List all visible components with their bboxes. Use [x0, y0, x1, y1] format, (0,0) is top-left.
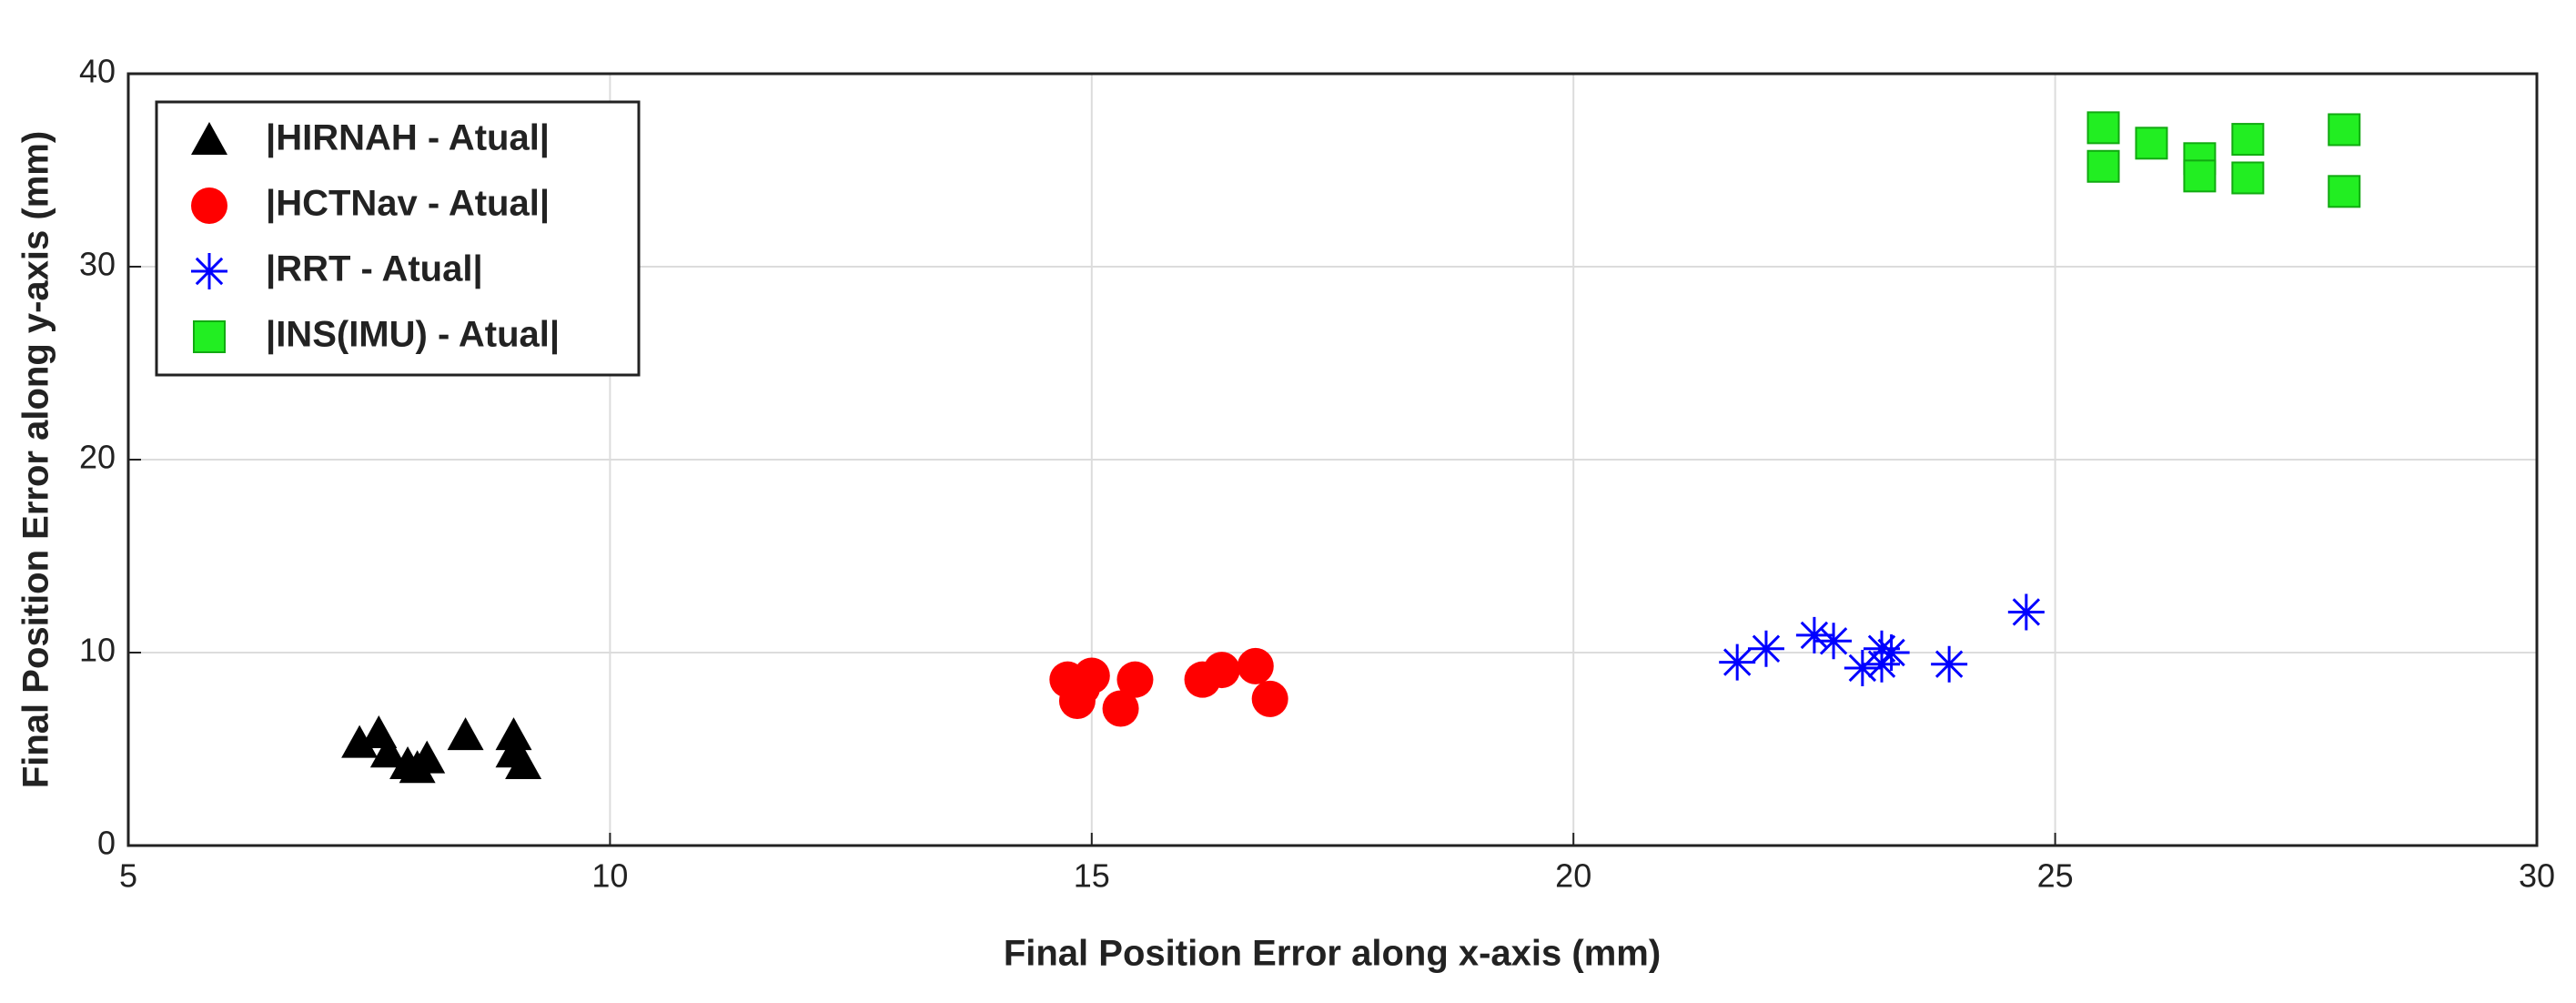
data-point [1073, 657, 1110, 694]
data-point [1815, 623, 1853, 660]
data-point [369, 735, 407, 768]
x-tick-label: 20 [1555, 857, 1591, 895]
plot-frame [126, 72, 2539, 847]
data-point [2135, 127, 2168, 160]
y-tick-label: 0 [97, 825, 116, 862]
data-point [505, 745, 542, 779]
x-tick-label: 15 [1074, 857, 1110, 895]
y-tick-label: 40 [79, 53, 116, 90]
legend-marker [191, 187, 227, 224]
data-point [2086, 149, 2120, 183]
y-tick-label: 20 [79, 439, 116, 476]
data-point [447, 717, 484, 751]
data-point [409, 740, 446, 774]
data-point [1203, 652, 1240, 689]
x-tick-label: 30 [2519, 857, 2555, 895]
data-point [1719, 643, 1756, 681]
data-point [1116, 661, 1154, 698]
data-point [1864, 630, 1901, 667]
x-tick-label: 25 [2037, 857, 2074, 895]
y-tick-label: 30 [79, 246, 116, 283]
legend-box [155, 100, 641, 377]
data-point [1873, 634, 1910, 671]
data-point [2086, 111, 2120, 145]
x-tick-label: 10 [591, 857, 628, 895]
data-point [1102, 690, 1139, 727]
legend-marker [191, 253, 227, 289]
data-point [1237, 647, 1274, 684]
legend-label: |HCTNav - Atual| [266, 184, 550, 224]
legend-marker [193, 320, 226, 353]
legend-label: |HIRNAH - Atual| [266, 118, 550, 158]
data-point [1251, 680, 1288, 717]
data-point [1795, 616, 1833, 653]
x-axis-label: Final Position Error along x-axis (mm) [1004, 934, 1661, 974]
legend-label: |RRT - Atual| [266, 249, 483, 289]
data-point [495, 717, 532, 751]
data-point [1844, 649, 1881, 686]
data-point [2328, 113, 2361, 147]
x-tick-label: 5 [119, 857, 137, 895]
data-point [1747, 630, 1784, 667]
data-point [2231, 161, 2265, 195]
data-point [2231, 123, 2265, 157]
legend-label: |INS(IMU) - Atual| [266, 315, 560, 355]
legend-marker [191, 122, 227, 155]
y-tick-label: 10 [79, 632, 116, 669]
data-point [2183, 159, 2217, 193]
y-axis-label: Final Position Error along y-axis (mm) [16, 131, 56, 788]
data-point [2328, 175, 2361, 208]
data-point [2007, 593, 2045, 631]
data-point [341, 724, 379, 758]
data-point [1931, 645, 1968, 683]
